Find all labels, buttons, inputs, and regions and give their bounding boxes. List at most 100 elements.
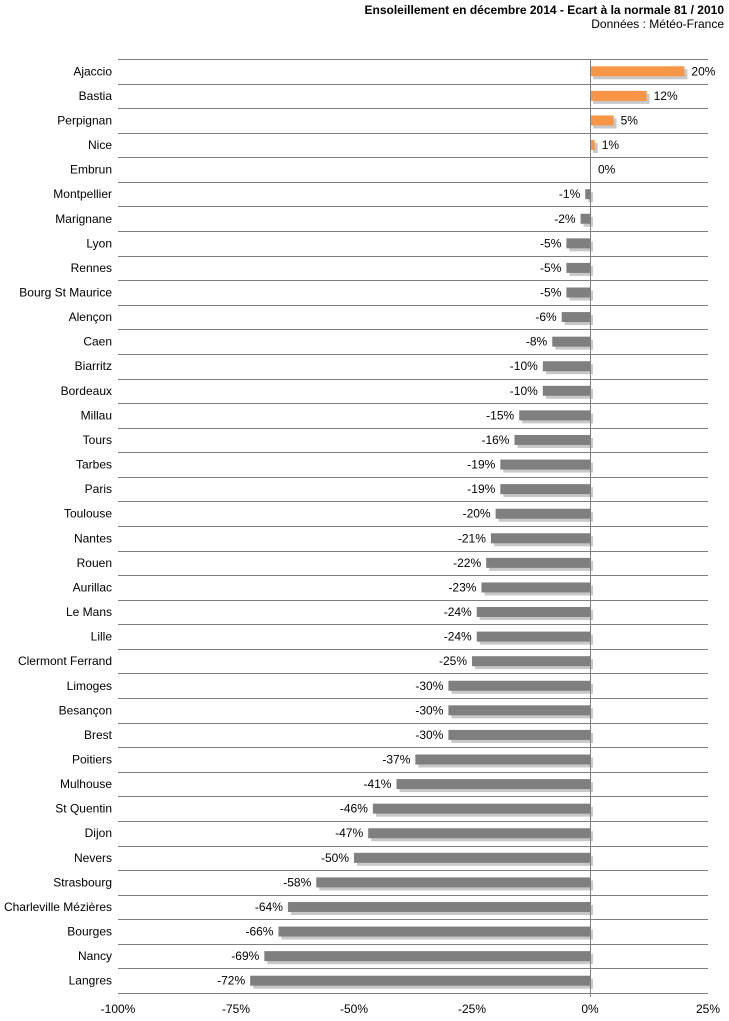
bar <box>566 262 590 273</box>
data-label: -41% <box>363 777 391 791</box>
data-label: -8% <box>526 335 548 349</box>
chart-title: Ensoleillement en décembre 2014 - Ecart … <box>364 3 724 17</box>
data-label: -37% <box>382 753 410 767</box>
data-label: -19% <box>467 482 495 496</box>
data-label: -66% <box>245 925 273 939</box>
category-label: Lyon <box>86 236 112 250</box>
category-label: Bordeaux <box>61 384 112 398</box>
category-label: Montpellier <box>53 187 112 201</box>
category-label: Tarbes <box>76 458 112 472</box>
data-label: -24% <box>444 605 472 619</box>
x-tick-label: 25% <box>696 1002 720 1016</box>
bar <box>368 828 590 839</box>
data-label: -2% <box>554 212 576 226</box>
bar <box>448 705 590 716</box>
bar <box>476 631 590 642</box>
data-label: -24% <box>444 630 472 644</box>
data-label: -5% <box>540 286 562 300</box>
bar <box>278 926 590 937</box>
bar <box>566 287 590 298</box>
data-label: 0% <box>598 163 616 177</box>
data-label: 20% <box>691 64 715 78</box>
category-label: Langres <box>69 974 112 988</box>
bar <box>590 140 595 151</box>
data-label: -69% <box>231 949 259 963</box>
bar <box>580 213 590 224</box>
data-label: -16% <box>481 433 509 447</box>
bar <box>264 951 590 962</box>
data-label: -21% <box>458 531 486 545</box>
bar <box>476 607 590 618</box>
data-label: -15% <box>486 408 514 422</box>
category-label: Strasbourg <box>53 875 112 889</box>
category-label: St Quentin <box>55 802 112 816</box>
x-tick-label: -50% <box>340 1002 368 1016</box>
data-label: -22% <box>453 556 481 570</box>
bar <box>500 484 590 495</box>
category-label: Charleville Mézières <box>4 900 112 914</box>
data-label: -46% <box>340 802 368 816</box>
category-label: Nantes <box>74 531 112 545</box>
category-label: Nice <box>88 138 112 152</box>
data-label: -30% <box>415 679 443 693</box>
bar <box>561 312 590 323</box>
category-label: Bourges <box>67 925 112 939</box>
category-label: Besançon <box>59 703 112 717</box>
category-label: Le Mans <box>66 605 112 619</box>
data-label: -58% <box>283 875 311 889</box>
category-label: Tours <box>83 433 112 447</box>
bar <box>542 361 590 372</box>
category-label: Ajaccio <box>73 64 112 78</box>
category-label: Poitiers <box>72 753 112 767</box>
bar <box>490 533 590 544</box>
category-label: Marignane <box>55 212 112 226</box>
bar <box>552 336 590 347</box>
bar <box>514 434 590 445</box>
x-tick-label: -25% <box>458 1002 486 1016</box>
category-label: Bourg St Maurice <box>19 286 112 300</box>
category-label: Limoges <box>67 679 112 693</box>
bar <box>415 754 590 765</box>
data-label: 1% <box>602 138 620 152</box>
category-label: Dijon <box>85 826 112 840</box>
bar <box>495 508 590 519</box>
chart-subtitle: Données : Météo-France <box>591 17 724 31</box>
category-label: Perpignan <box>57 113 112 127</box>
bar <box>500 459 590 470</box>
category-label: Caen <box>83 335 112 349</box>
data-label: -19% <box>467 458 495 472</box>
category-label: Clermont Ferrand <box>18 654 112 668</box>
data-label: 5% <box>621 113 639 127</box>
bar <box>542 385 590 396</box>
bar <box>590 90 647 101</box>
category-label: Paris <box>85 482 112 496</box>
bar <box>590 66 685 77</box>
data-label: -23% <box>448 580 476 594</box>
data-label: -5% <box>540 261 562 275</box>
data-label: -6% <box>535 310 557 324</box>
x-tick-label: -75% <box>222 1002 250 1016</box>
category-label: Nevers <box>74 851 112 865</box>
category-label: Millau <box>81 408 112 422</box>
bar <box>590 115 614 126</box>
category-label: Alençon <box>69 310 112 324</box>
category-label: Rouen <box>77 556 112 570</box>
x-tick-label: 0% <box>581 1002 599 1016</box>
data-label: -10% <box>510 384 538 398</box>
category-label: Rennes <box>71 261 112 275</box>
data-label: -1% <box>559 187 581 201</box>
data-label: -25% <box>439 654 467 668</box>
bar <box>448 729 590 740</box>
bar <box>519 410 590 421</box>
bar-shadow <box>593 143 598 154</box>
data-label: -72% <box>217 974 245 988</box>
category-label: Brest <box>84 728 113 742</box>
bar <box>396 779 590 790</box>
data-label: -30% <box>415 703 443 717</box>
data-label: -50% <box>321 851 349 865</box>
bar <box>372 803 590 814</box>
category-label: Bastia <box>79 89 113 103</box>
category-label: Embrun <box>70 163 112 177</box>
data-label: 12% <box>654 89 678 103</box>
